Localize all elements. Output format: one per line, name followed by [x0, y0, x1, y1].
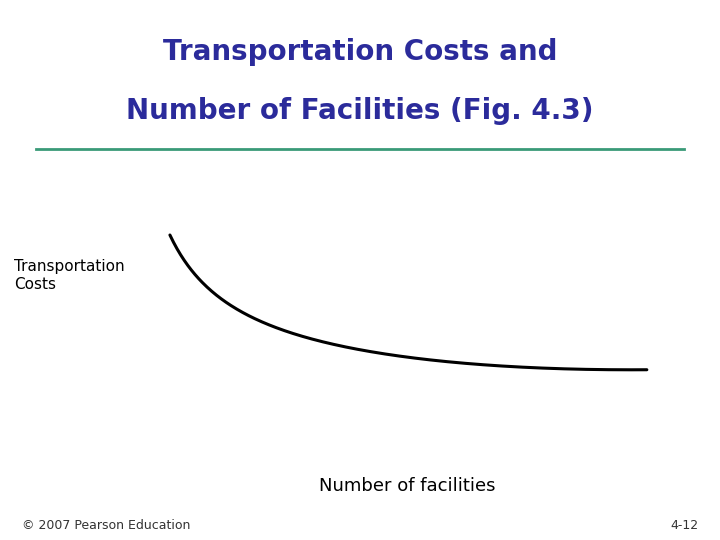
Text: Number of facilities: Number of facilities — [318, 477, 495, 495]
Text: © 2007 Pearson Education: © 2007 Pearson Education — [22, 519, 190, 532]
Text: Transportation
Costs: Transportation Costs — [14, 259, 125, 292]
Text: 4-12: 4-12 — [670, 519, 698, 532]
Text: Number of Facilities (Fig. 4.3): Number of Facilities (Fig. 4.3) — [126, 97, 594, 125]
Text: Transportation Costs and: Transportation Costs and — [163, 38, 557, 66]
